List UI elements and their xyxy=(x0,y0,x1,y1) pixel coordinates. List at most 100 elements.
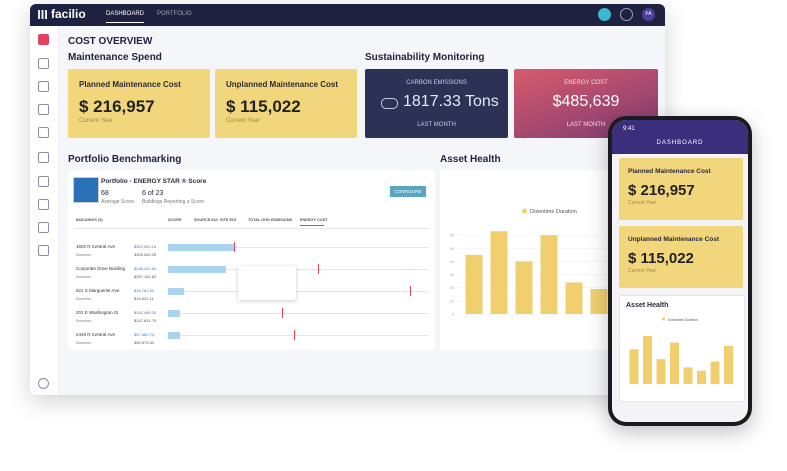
column-header: SCORE xyxy=(168,218,182,222)
row-marker xyxy=(318,264,319,274)
bar xyxy=(697,370,706,384)
energy-star-logo xyxy=(73,177,99,203)
card-period: Current Year xyxy=(226,118,260,124)
row-bar xyxy=(168,244,234,251)
row-base: $16,521.11 xyxy=(134,296,154,301)
bar xyxy=(656,359,666,384)
phone-title: DASHBOARD xyxy=(656,140,704,146)
card-value: $ 115,022 xyxy=(628,250,694,267)
row-track xyxy=(168,247,428,248)
nav-icon[interactable] xyxy=(38,222,49,233)
card-value: $ 115,022 xyxy=(226,97,301,116)
row-marker xyxy=(234,242,235,252)
nav-icon[interactable] xyxy=(38,152,49,163)
configure-button[interactable]: CONFIGURE xyxy=(390,186,426,197)
cloud-icon xyxy=(381,98,398,109)
bar xyxy=(683,367,693,384)
divider xyxy=(74,228,429,229)
nav-tab[interactable]: DASHBOARD xyxy=(106,11,145,23)
row-marker xyxy=(410,286,411,296)
column-header: TOTAL GHG EMISSIONS xyxy=(248,218,293,222)
card-title: CARBON EMISSIONS xyxy=(406,80,467,86)
row-amount: $57,460.74 xyxy=(134,332,155,337)
desktop-window: facilio DASHBOARD PORTFOLIO FA COST OVER… xyxy=(30,4,665,395)
nav-icon[interactable] xyxy=(38,34,49,45)
count-label: Buildings Reporting a Score xyxy=(142,199,204,205)
kpi-card: Unplanned Maintenance Cost $ 115,022 Cur… xyxy=(215,69,357,138)
column-header: SITE EUI xyxy=(220,218,236,222)
column-header: BUILDINGS (5) xyxy=(76,218,103,222)
bar xyxy=(590,289,608,314)
row-amount: $322,083.15 xyxy=(134,244,157,249)
card-title: Planned Maintenance Cost xyxy=(79,80,181,89)
sidebar xyxy=(30,26,59,395)
card-value: $ 216,957 xyxy=(79,97,155,116)
card-title: Unplanned Maintenance Cost xyxy=(628,236,720,243)
row-sub: Baseline xyxy=(76,274,92,279)
nav-tab[interactable]: PORTFOLIO xyxy=(157,11,192,17)
row-track xyxy=(168,291,428,292)
row-base: $147,691.70 xyxy=(134,318,157,323)
nav-icon[interactable] xyxy=(38,199,49,210)
bar xyxy=(670,342,679,384)
row-bar xyxy=(168,266,226,273)
add-button[interactable] xyxy=(598,8,611,21)
phone-time: 9:41 xyxy=(623,126,635,132)
y-tick-label: 50 xyxy=(450,246,455,251)
header-underline xyxy=(300,225,324,226)
legend-swatch xyxy=(522,208,527,214)
legend-label: Downtime Duration xyxy=(668,318,698,322)
avatar[interactable]: FA xyxy=(642,8,655,21)
row-base: $309,062.29 xyxy=(134,252,157,257)
bar xyxy=(565,282,583,314)
nav-icon[interactable] xyxy=(38,176,49,187)
benchmark-panel: Portfolio - ENERGY STAR ® Score 68 Avera… xyxy=(68,170,435,350)
card-value: $485,639 xyxy=(552,93,620,110)
building-name: Corporate Drive Building xyxy=(76,266,126,271)
logo[interactable]: facilio xyxy=(51,7,86,21)
kpi-card: CARBON EMISSIONS 1817.33 Tons LAST MONTH xyxy=(365,69,508,138)
card-period: Current Year xyxy=(79,118,113,124)
card-title: ENERGY COST xyxy=(564,80,608,86)
page-title: COST OVERVIEW xyxy=(68,36,153,47)
nav-icon[interactable] xyxy=(38,58,49,69)
bar xyxy=(643,335,652,384)
kpi-card: Planned Maintenance Cost $ 216,957 Curre… xyxy=(68,69,210,138)
row-sub: Baseline xyxy=(76,340,92,345)
benchmark-title: Portfolio - ENERGY STAR ® Score xyxy=(101,178,207,185)
y-tick-label: 60 xyxy=(450,233,455,238)
bar xyxy=(465,254,483,314)
row-bar xyxy=(168,288,184,295)
count: 6 of 23 xyxy=(142,190,164,197)
apps-icon[interactable] xyxy=(38,10,47,19)
y-tick-label: 10 xyxy=(450,298,455,303)
top-bar: facilio DASHBOARD PORTFOLIO FA xyxy=(30,4,665,26)
card-period: Current Year xyxy=(628,200,657,206)
row-sub: Baseline xyxy=(76,296,92,301)
nav-icon[interactable] xyxy=(38,127,49,138)
bar xyxy=(629,349,639,384)
benchmark-table: BUILDINGS (5) SCORE SOURCE EUI SITE EUI TOTA… xyxy=(68,170,435,350)
row-amount: $248,442.60 xyxy=(134,266,157,271)
row-base: $257,161.82 xyxy=(134,274,157,279)
bar xyxy=(515,261,533,314)
row-marker xyxy=(294,330,295,340)
nav-icon[interactable] xyxy=(38,245,49,256)
score: 68 xyxy=(101,190,109,197)
legend-label: Downtime Duration xyxy=(530,209,577,215)
notifications[interactable] xyxy=(620,8,633,21)
row-tooltip xyxy=(238,266,296,300)
bar xyxy=(490,231,508,314)
row-bar xyxy=(168,310,180,317)
nav-icon[interactable] xyxy=(38,81,49,92)
settings-icon[interactable] xyxy=(38,378,49,389)
row-marker xyxy=(282,308,283,318)
row-track xyxy=(168,313,428,314)
row-bar xyxy=(168,332,180,339)
row-sub: Baseline xyxy=(76,252,92,257)
kpi-card: Unplanned Maintenance Cost $ 115,022 Cur… xyxy=(619,226,743,288)
nav-icon[interactable] xyxy=(38,104,49,115)
column-header: SOURCE EUI xyxy=(194,218,218,222)
